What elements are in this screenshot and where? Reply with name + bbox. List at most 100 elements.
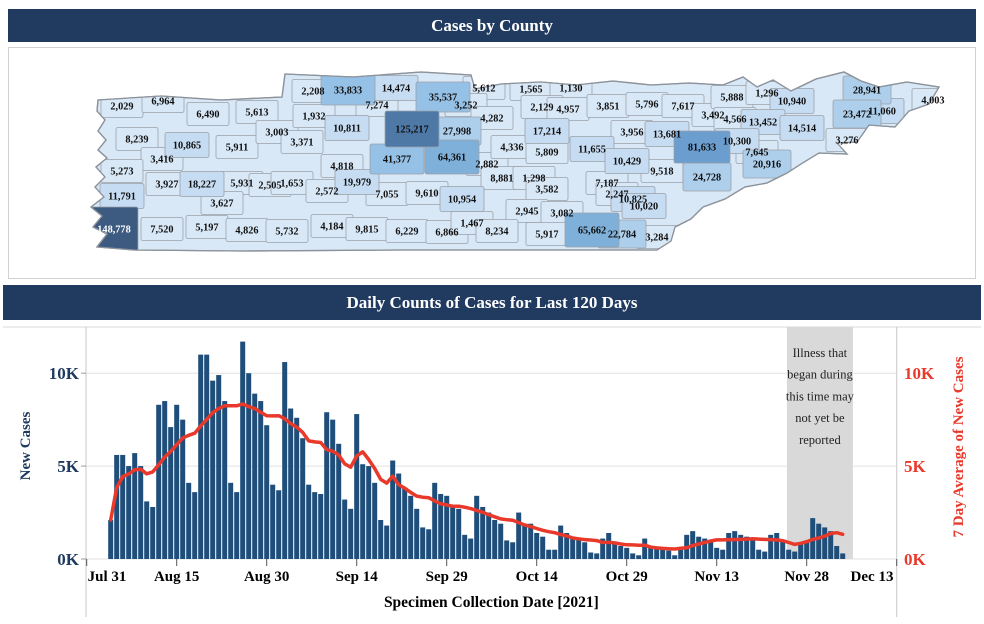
county-shape[interactable] [186,102,230,126]
daily-cases-bar[interactable] [798,542,804,559]
daily-cases-bar[interactable] [138,466,144,559]
daily-cases-bar[interactable] [540,536,546,559]
daily-cases-bar[interactable] [348,508,354,559]
daily-cases-bar[interactable] [558,525,564,559]
daily-cases-bar[interactable] [240,341,246,559]
daily-cases-bar[interactable] [270,484,276,559]
county-shape[interactable] [100,159,144,183]
daily-cases-bar[interactable] [144,501,150,559]
daily-cases-bar[interactable] [246,373,252,559]
daily-cases-bar[interactable] [378,519,384,559]
daily-cases-bar[interactable] [654,547,660,559]
county-shape[interactable] [324,115,370,141]
daily-cases-bar[interactable] [402,488,408,559]
daily-cases-bar[interactable] [630,553,636,559]
daily-cases-bar[interactable] [480,506,486,559]
daily-cases-bar[interactable] [486,512,492,559]
daily-cases-bar[interactable] [612,542,618,559]
daily-cases-bar[interactable] [732,531,738,559]
county-shape[interactable] [475,219,519,243]
county-shape[interactable] [334,169,380,195]
daily-cases-chart-svg[interactable]: Illness that began during this time may not… [0,322,984,624]
daily-cases-bar[interactable] [216,375,222,559]
daily-cases-bar[interactable] [606,532,612,559]
daily-cases-bar[interactable] [282,362,288,559]
daily-cases-bar[interactable] [756,549,762,559]
daily-cases-bar[interactable] [426,529,432,559]
daily-cases-bar[interactable] [276,490,282,559]
daily-cases-bar[interactable] [186,482,192,559]
daily-cases-bar[interactable] [822,527,828,559]
daily-cases-bar[interactable] [438,493,444,559]
daily-cases-bar[interactable] [432,482,438,559]
county-shape[interactable] [164,132,210,158]
daily-cases-bar[interactable] [492,519,498,559]
daily-cases-bar[interactable] [552,549,558,559]
county-shape[interactable] [384,110,440,148]
county-shape[interactable] [140,217,184,241]
daily-cases-bar[interactable] [816,523,822,559]
daily-cases-bar[interactable] [300,438,306,559]
daily-cases-bar[interactable] [336,443,342,559]
daily-cases-bar[interactable] [804,540,810,559]
daily-cases-bar[interactable] [672,555,678,559]
daily-cases-bar[interactable] [456,508,462,559]
daily-cases-bar[interactable] [156,404,162,559]
daily-cases-bar[interactable] [498,523,504,559]
daily-cases-bar[interactable] [564,532,570,559]
daily-cases-bar[interactable] [228,482,234,559]
daily-cases-bar[interactable] [720,549,726,559]
daily-cases-bar[interactable] [678,549,684,559]
daily-cases-bar[interactable] [510,542,516,559]
daily-cases-bar[interactable] [636,555,642,559]
seven-day-average-line[interactable] [108,402,845,551]
daily-cases-bar[interactable] [708,540,714,559]
county-shape[interactable] [439,186,485,212]
daily-cases-bar[interactable] [696,536,702,559]
daily-cases-bar[interactable] [264,425,270,559]
county-shape[interactable] [604,148,650,174]
daily-cases-bar[interactable] [534,532,540,559]
county-shape[interactable] [415,81,471,113]
daily-cases-bar[interactable] [588,552,594,559]
daily-cases-bar[interactable] [762,551,768,559]
county-shape[interactable] [524,118,570,144]
daily-cases-bar[interactable] [546,549,552,559]
daily-cases-bar[interactable] [354,414,360,559]
daily-cases-bar[interactable] [792,551,798,559]
daily-cases-bar[interactable] [462,534,468,559]
daily-cases-bar[interactable] [828,531,834,559]
daily-cases-bar[interactable] [738,534,744,559]
county-shape[interactable] [832,99,882,129]
daily-cases-bar[interactable] [522,523,528,559]
daily-cases-bar[interactable] [840,553,846,559]
daily-cases-bar[interactable] [780,540,786,559]
daily-cases-bar[interactable] [384,525,390,559]
county-shape[interactable] [179,171,225,197]
daily-cases-bar[interactable] [330,419,336,559]
daily-cases-bar[interactable] [306,484,312,559]
county-shape[interactable] [673,130,731,164]
county-shape[interactable] [424,139,480,175]
daily-cases-bar[interactable] [624,547,630,559]
daily-cases-bar[interactable] [444,495,450,559]
county-shape[interactable] [564,212,620,248]
daily-cases-bar[interactable] [198,354,204,559]
daily-cases-bar[interactable] [768,534,774,559]
daily-cases-bar[interactable] [516,512,522,559]
daily-cases-bar[interactable] [252,393,258,559]
county-shape[interactable] [265,219,309,243]
daily-cases-bar[interactable] [702,538,708,559]
daily-cases-bar[interactable] [468,538,474,559]
daily-cases-bar[interactable] [576,538,582,559]
daily-cases-bar[interactable] [126,466,132,559]
daily-cases-bar[interactable] [114,454,120,559]
county-shape[interactable] [779,115,825,141]
daily-cases-bar[interactable] [132,453,138,559]
daily-cases-bar[interactable] [744,536,750,559]
daily-cases-bar[interactable] [450,505,456,559]
daily-cases-bar[interactable] [108,519,114,559]
daily-cases-bar[interactable] [750,538,756,559]
daily-cases-bar[interactable] [642,538,648,559]
daily-cases-bar[interactable] [360,464,366,559]
